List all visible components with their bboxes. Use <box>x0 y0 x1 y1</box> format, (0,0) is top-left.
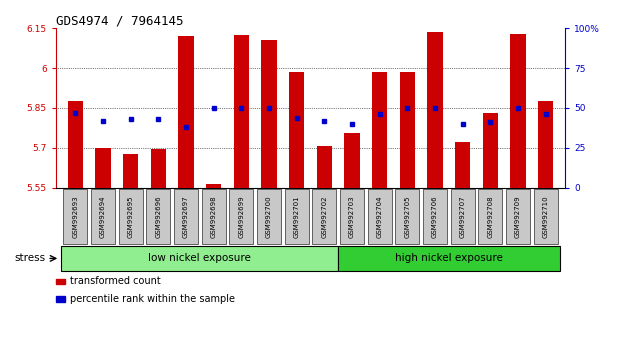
Bar <box>423 189 447 244</box>
Bar <box>368 189 392 244</box>
Bar <box>317 147 332 188</box>
Bar <box>451 189 474 244</box>
Text: GSM992707: GSM992707 <box>460 195 466 238</box>
Bar <box>68 101 83 188</box>
Bar <box>455 142 470 188</box>
Bar <box>178 36 194 188</box>
Text: GSM992705: GSM992705 <box>404 195 410 238</box>
Bar <box>510 34 525 188</box>
Bar <box>91 189 115 244</box>
Bar <box>372 72 388 188</box>
Text: percentile rank within the sample: percentile rank within the sample <box>70 294 235 304</box>
Text: GDS4974 / 7964145: GDS4974 / 7964145 <box>56 14 183 27</box>
Bar <box>56 297 65 302</box>
Bar <box>400 72 415 188</box>
Bar <box>289 72 304 188</box>
Bar <box>233 35 249 188</box>
Bar <box>257 189 281 244</box>
Text: GSM992709: GSM992709 <box>515 195 521 238</box>
Text: stress: stress <box>15 253 46 263</box>
Bar <box>96 148 111 188</box>
Bar <box>119 189 143 244</box>
Text: GSM992704: GSM992704 <box>377 195 383 238</box>
Text: GSM992698: GSM992698 <box>211 195 217 238</box>
Bar <box>338 246 560 271</box>
Text: GSM992710: GSM992710 <box>543 195 549 238</box>
Bar <box>147 189 170 244</box>
Bar <box>538 101 553 188</box>
Text: GSM992702: GSM992702 <box>321 195 327 238</box>
Text: transformed count: transformed count <box>70 276 161 286</box>
Bar <box>427 32 443 188</box>
Text: GSM992699: GSM992699 <box>238 195 244 238</box>
Text: GSM992701: GSM992701 <box>294 195 300 238</box>
Bar <box>345 133 360 188</box>
Text: high nickel exposure: high nickel exposure <box>395 253 503 263</box>
Bar <box>533 189 558 244</box>
Text: GSM992706: GSM992706 <box>432 195 438 238</box>
Bar <box>340 189 364 244</box>
Bar <box>261 40 276 188</box>
Text: GSM992693: GSM992693 <box>72 195 78 238</box>
Bar <box>206 184 221 188</box>
Bar <box>229 189 253 244</box>
Text: GSM992700: GSM992700 <box>266 195 272 238</box>
Text: low nickel exposure: low nickel exposure <box>148 253 252 263</box>
Bar <box>312 189 337 244</box>
Text: GSM992695: GSM992695 <box>127 195 134 238</box>
Text: GSM992703: GSM992703 <box>349 195 355 238</box>
Bar <box>284 189 309 244</box>
Bar <box>56 279 65 284</box>
Bar <box>483 113 498 188</box>
Bar <box>506 189 530 244</box>
Text: GSM992696: GSM992696 <box>155 195 161 238</box>
Text: GSM992708: GSM992708 <box>487 195 494 238</box>
Bar <box>174 189 198 244</box>
Bar <box>478 189 502 244</box>
Text: GSM992694: GSM992694 <box>100 195 106 238</box>
Bar <box>151 149 166 188</box>
Bar <box>396 189 419 244</box>
Bar <box>123 154 138 188</box>
Text: GSM992697: GSM992697 <box>183 195 189 238</box>
Bar <box>61 246 338 271</box>
Bar <box>63 189 88 244</box>
Bar <box>202 189 225 244</box>
